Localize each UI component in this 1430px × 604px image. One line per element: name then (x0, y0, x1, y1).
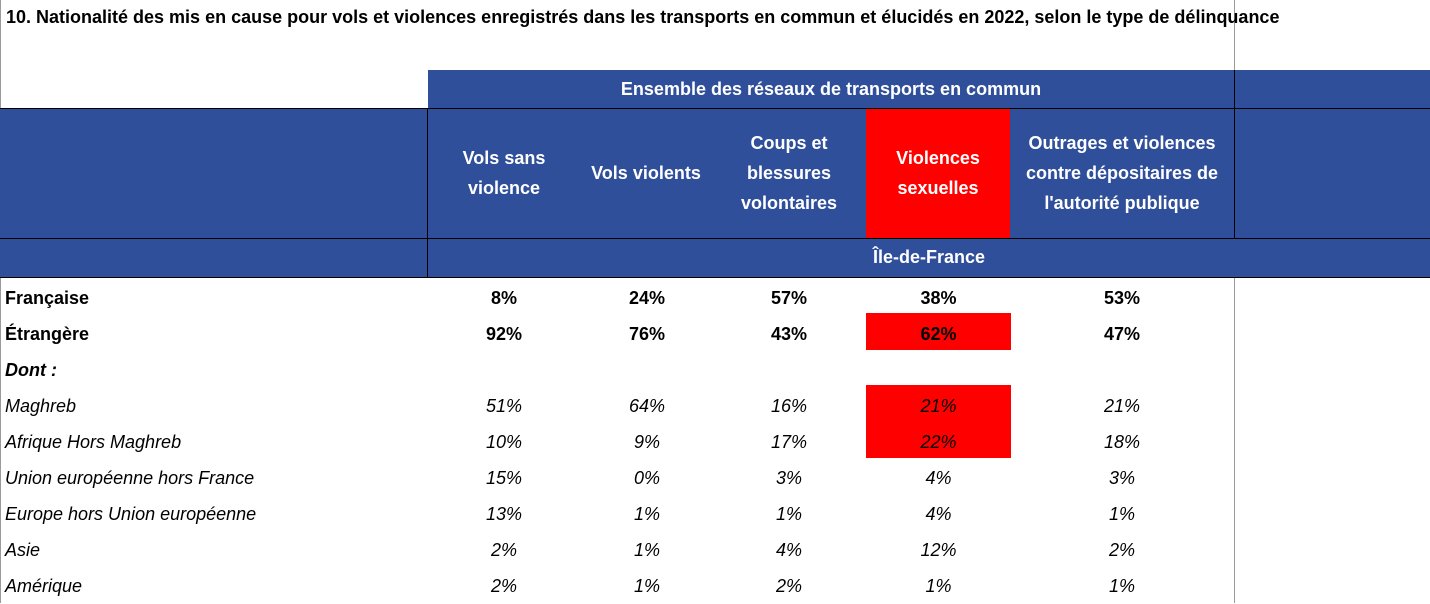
table-cell: 2% (775, 576, 802, 596)
highlight-cell (866, 313, 1011, 350)
divider (427, 238, 428, 277)
group-header-label: Ensemble des réseaux de transports en co… (620, 79, 1042, 99)
table-row: Maghreb 51% 64% 16% 21% 21% (0, 388, 1430, 424)
divider (427, 108, 428, 238)
table-cell: 53% (1103, 288, 1141, 308)
table-cell: 3% (775, 468, 802, 488)
sheet-left-border (0, 0, 1, 603)
table-cell: 2% (490, 540, 517, 560)
table-cell: 51% (485, 396, 523, 416)
divider (0, 238, 1430, 239)
group-header: Ensemble des réseaux de transports en co… (428, 70, 1430, 108)
table-cell: 1% (633, 504, 660, 524)
divider (1234, 108, 1235, 238)
column-header-vols-violents: Vols violents (591, 163, 701, 183)
table-row: Amérique 2% 1% 2% 1% 1% (0, 568, 1430, 604)
row-label: Maghreb (5, 396, 77, 416)
table-cell: 76% (628, 324, 666, 344)
table-cell: 17% (770, 432, 808, 452)
row-label: Dont : (5, 360, 57, 380)
table-cell: 9% (633, 432, 660, 452)
table-cell: 4% (925, 504, 952, 524)
region-header-bar (0, 238, 1430, 277)
table-cell: 10% (485, 432, 523, 452)
column-header-violences-sexuelles: Violences sexuelles (896, 148, 980, 198)
table-cell: 62% (920, 324, 957, 344)
table-cell: 64% (628, 396, 666, 416)
table-cell: 15% (485, 468, 523, 488)
table-cell: 57% (770, 288, 808, 308)
table-row: Dont : (0, 352, 1430, 388)
table-row: Europe hors Union européenne 13% 1% 1% 4… (0, 496, 1430, 532)
sheet-column-border (1234, 0, 1235, 603)
table-cell: 1% (633, 576, 660, 596)
table-cell: 92% (485, 324, 523, 344)
page-title: 10. Nationalité des mis en cause pour vo… (6, 7, 1280, 27)
divider (0, 108, 1430, 109)
table-cell: 2% (1108, 540, 1135, 560)
table-row: Française 8% 24% 57% 38% 53% (0, 280, 1430, 316)
row-label: Asie (5, 540, 41, 560)
table-cell: 24% (628, 288, 666, 308)
column-header-outrages: Outrages et violences contre dépositaire… (1025, 133, 1219, 213)
row-label: Française (5, 288, 90, 308)
table-row: Étrangère 92% 76% 43% 62% 47% (0, 316, 1430, 352)
table-cell: 22% (920, 432, 957, 452)
row-label: Afrique Hors Maghreb (5, 432, 182, 452)
table-cell: 38% (920, 288, 957, 308)
table-cell: 1% (925, 576, 952, 596)
table-cell: 47% (1103, 324, 1141, 344)
table-cell: 12% (920, 540, 957, 560)
table-cell: 18% (1103, 432, 1141, 452)
table-cell: 8% (490, 288, 517, 308)
table-cell: 43% (770, 324, 808, 344)
table-cell: 13% (485, 504, 523, 524)
table-cell: 4% (925, 468, 952, 488)
row-label: Amérique (5, 576, 83, 596)
highlight-header (866, 109, 1010, 238)
divider (0, 277, 1430, 278)
row-label: Europe hors Union européenne (5, 504, 257, 524)
table-row: Afrique Hors Maghreb 10% 9% 17% 22% 18% (0, 424, 1430, 460)
table-cell: 16% (770, 396, 808, 416)
table-cell: 4% (775, 540, 802, 560)
table-cell: 3% (1108, 468, 1135, 488)
table-cell: 1% (775, 504, 802, 524)
table-row: Asie 2% 1% 4% 12% 2% (0, 532, 1430, 568)
region-header: Île-de-France (872, 247, 986, 267)
table-cell: 1% (1108, 504, 1135, 524)
table-cell: 1% (1108, 576, 1135, 596)
table-cell: 1% (633, 540, 660, 560)
column-header-vols-sans-violence: Vols sans violence (462, 148, 546, 198)
table-cell: 21% (920, 396, 957, 416)
highlight-cell (866, 385, 1011, 458)
column-header-coups-blessures: Coups et blessures volontaires (740, 133, 838, 213)
table-row: Union européenne hors France 15% 0% 3% 4… (0, 460, 1430, 496)
table-cell: 2% (490, 576, 517, 596)
column-header-bar (0, 108, 1430, 238)
table-cell: 21% (1103, 396, 1141, 416)
row-label: Étrangère (5, 324, 90, 344)
table-cell: 0% (633, 468, 660, 488)
divider (1234, 70, 1235, 108)
row-label: Union européenne hors France (5, 468, 255, 488)
